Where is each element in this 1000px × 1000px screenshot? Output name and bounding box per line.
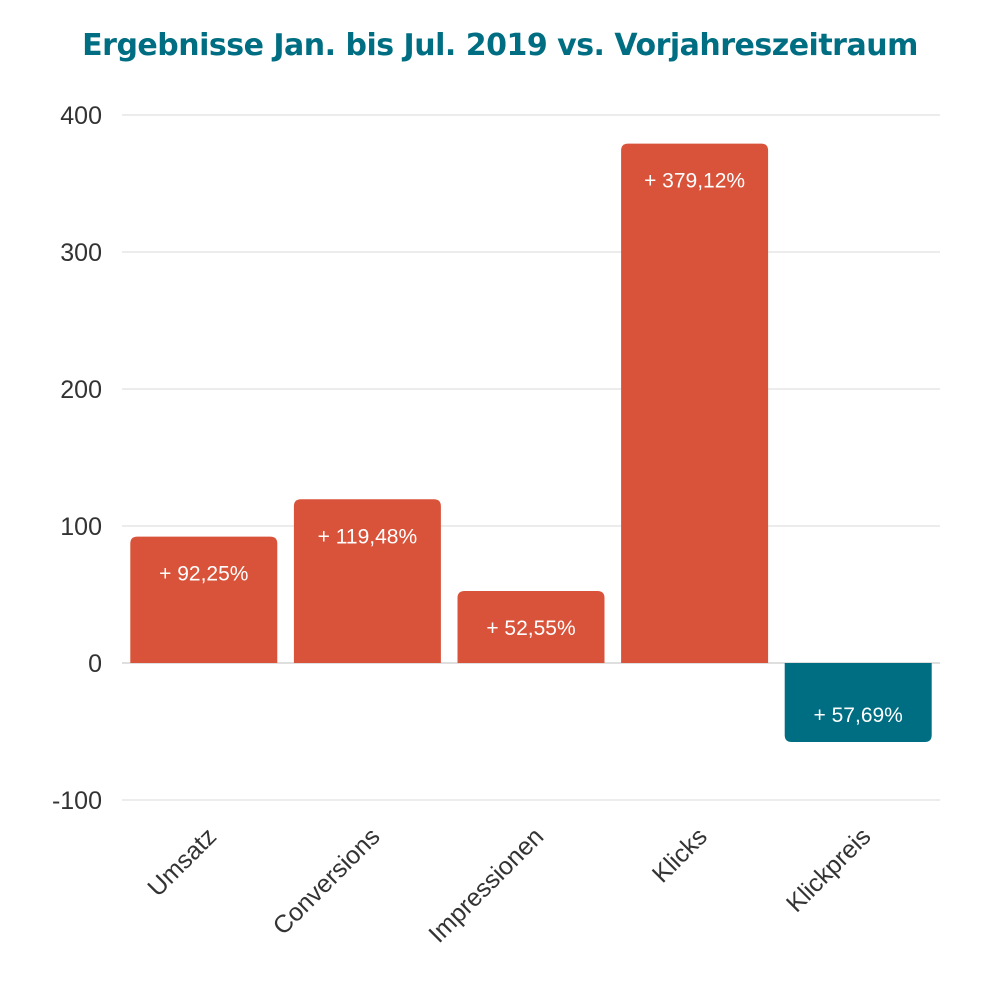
bar-data-label: + 57,69% <box>814 704 903 727</box>
x-axis: Umsatz Conversions Impressionen Klicks Klick… <box>142 822 876 948</box>
bar-data-label: + 119,48% <box>318 525 417 548</box>
bar <box>784 663 932 743</box>
y-tick-label: 200 <box>60 376 102 404</box>
bar-data-label: + 379,12% <box>644 170 745 193</box>
x-tick-label: Umsatz <box>142 822 222 902</box>
chart-title: Ergebnisse Jan. bis Jul. 2019 vs. Vorjah… <box>82 28 918 63</box>
y-tick-label: 100 <box>60 513 102 541</box>
y-tick-label: -100 <box>52 787 102 815</box>
bar-data-label: + 92,25% <box>159 563 248 586</box>
bar <box>293 499 441 663</box>
bar <box>621 143 769 664</box>
x-tick-label: Conversions <box>268 822 386 940</box>
x-tick-label: Impressionen <box>423 822 549 948</box>
x-tick-label: Klicks <box>647 822 713 888</box>
x-tick-label: Klickpreis <box>781 822 876 917</box>
y-tick-label: 0 <box>88 650 102 678</box>
bar <box>130 536 278 663</box>
y-tick-label: 300 <box>60 239 102 267</box>
bar-data-label: + 52,55% <box>486 617 575 640</box>
bar <box>457 591 605 663</box>
bars: + 92,25% + 119,48% + 52,55% + 379,12% + 57,6… <box>130 143 932 743</box>
y-axis: -100 0 100 200 300 400 <box>52 102 102 815</box>
y-tick-label: 400 <box>60 102 102 130</box>
